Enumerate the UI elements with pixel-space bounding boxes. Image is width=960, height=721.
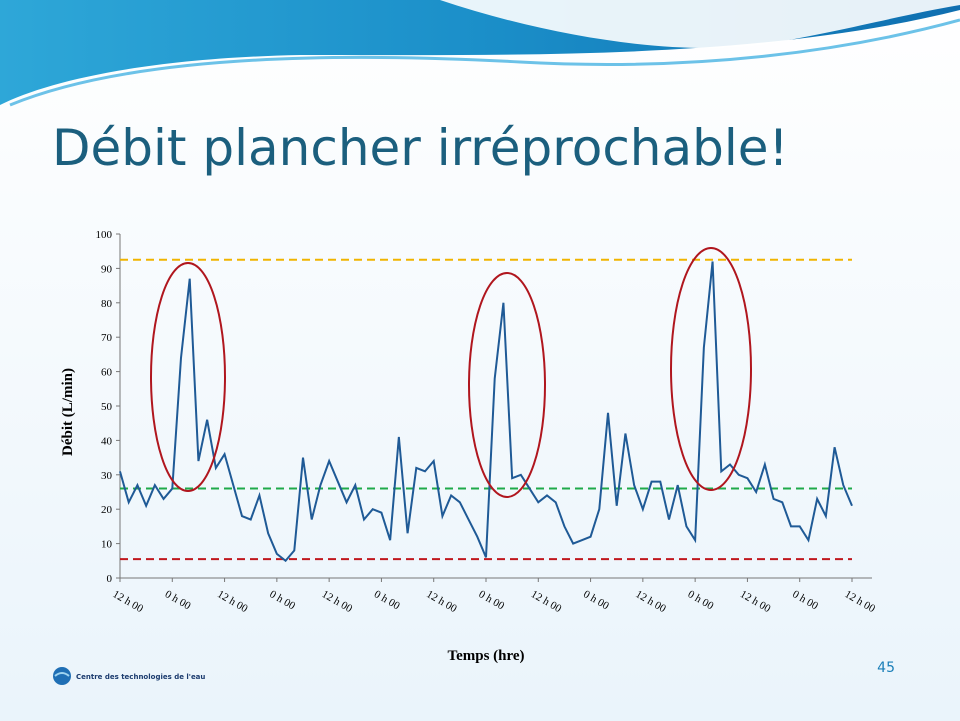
y-tick-label: 90 (101, 263, 113, 275)
data-line (119, 261, 853, 563)
y-axis-title: Débit (L/min) (60, 368, 76, 456)
y-tick-label: 10 (101, 539, 113, 551)
logo-text: Centre des technologies de l'eau (76, 673, 205, 681)
y-tick-label: 100 (96, 229, 113, 241)
y-tick-label: 80 (101, 298, 113, 310)
y-tick-label: 30 (101, 470, 113, 482)
y-tick-label: 60 (101, 367, 113, 379)
y-tick-label: 0 (107, 573, 113, 585)
logo-icon (53, 667, 71, 685)
page-number: 45 (877, 660, 895, 676)
logo-wave (54, 672, 70, 677)
y-tick-label: 40 (101, 435, 113, 447)
header-line (9, 18, 960, 107)
y-tick-label: 70 (101, 332, 113, 344)
y-tick-label: 20 (101, 504, 113, 516)
slide-title: Débit plancher irréprochable! (52, 119, 789, 177)
y-tick-label: 50 (101, 401, 113, 413)
header-highlight (440, 0, 960, 48)
highlight-ellipse (670, 247, 752, 491)
highlight-ellipse (150, 262, 226, 492)
x-axis-title: Temps (hre) (447, 648, 524, 664)
highlight-ellipse (468, 272, 546, 498)
